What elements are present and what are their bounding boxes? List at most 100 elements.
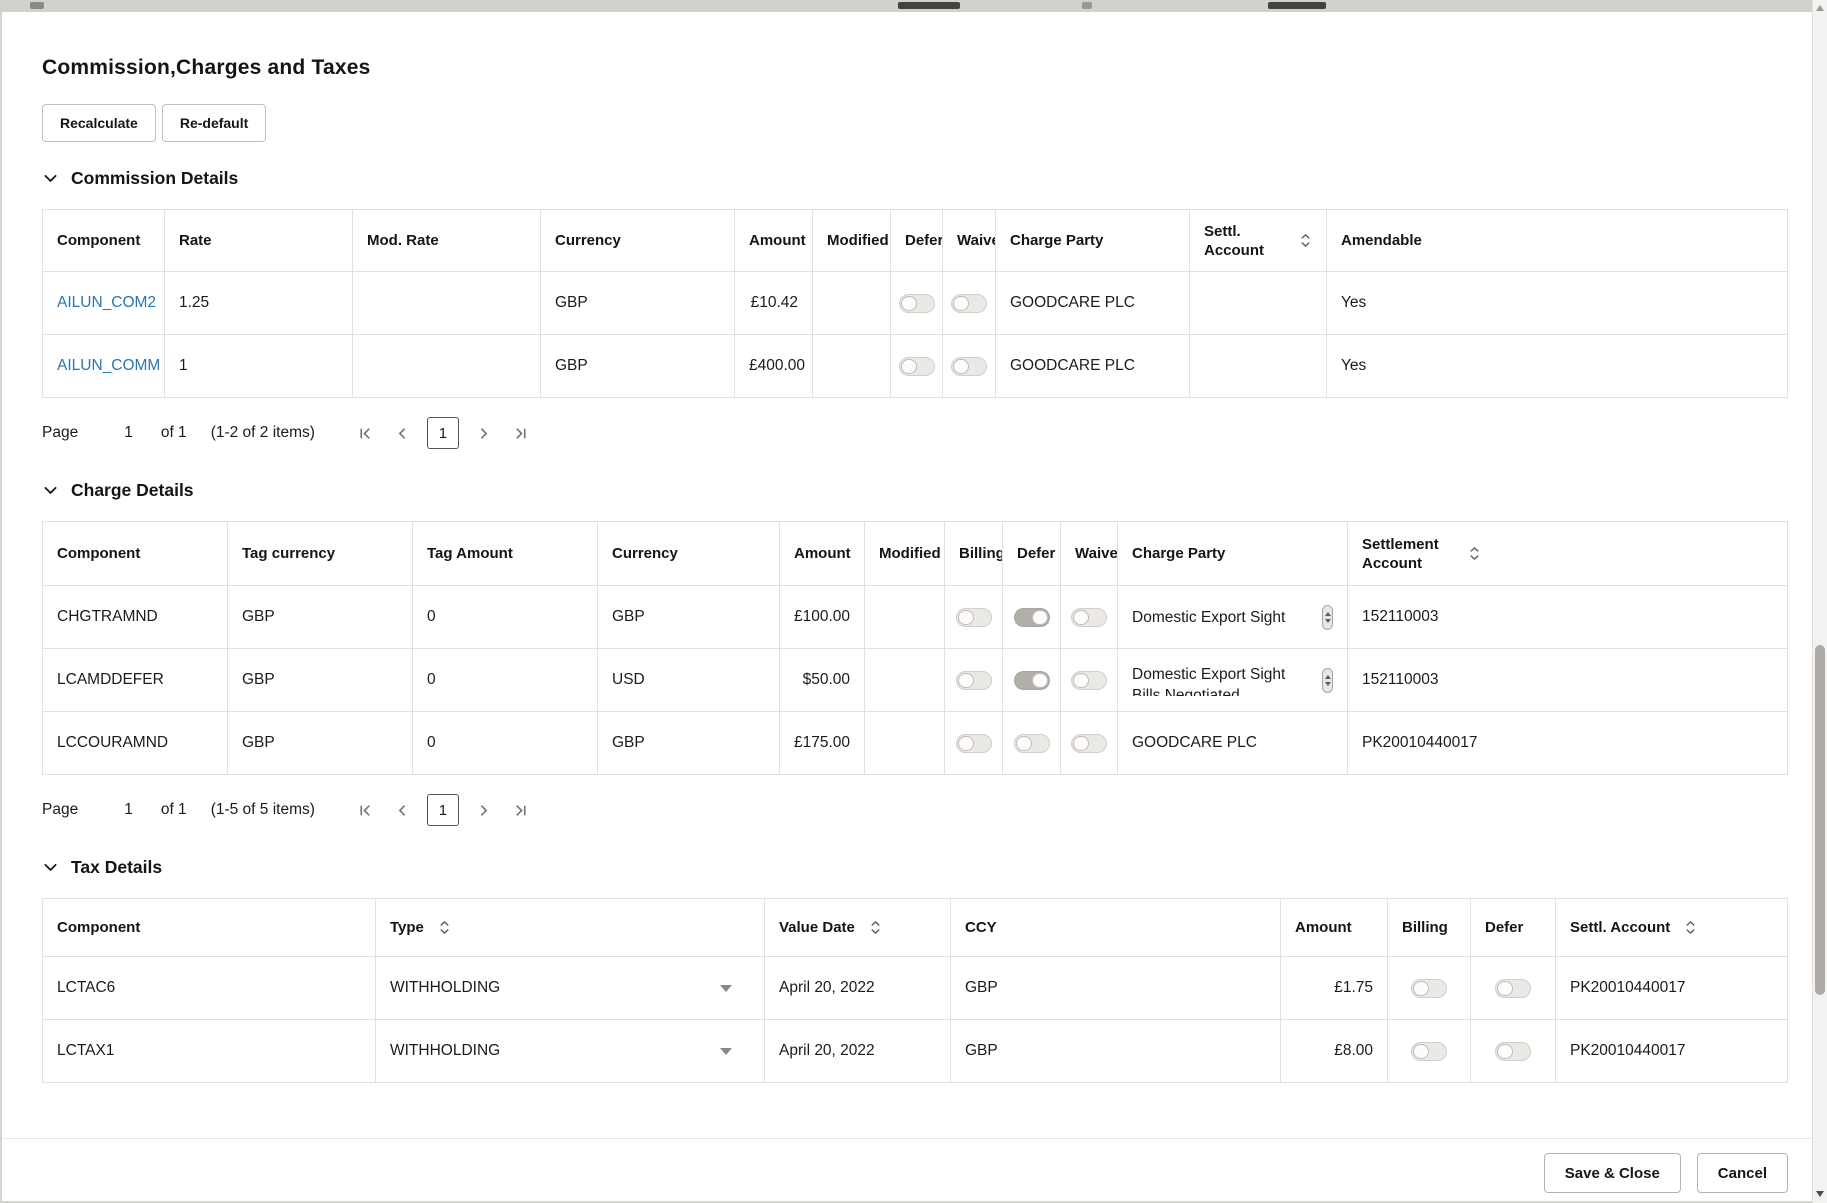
redefault-button[interactable]: Re-default bbox=[161, 104, 267, 142]
amount-cell: £1.75 bbox=[1280, 956, 1388, 1020]
modified-cell bbox=[864, 648, 945, 712]
last-page-button[interactable] bbox=[508, 421, 533, 446]
prev-page-button[interactable] bbox=[390, 421, 415, 446]
defer-toggle[interactable] bbox=[1495, 1041, 1531, 1061]
col-settlement-account[interactable]: Settlement Account bbox=[1347, 521, 1788, 586]
last-page-icon bbox=[516, 427, 526, 439]
defer-cell bbox=[1002, 711, 1061, 775]
table-row: LCTAX1 WITHHOLDING April 20, 2022 GBP £8… bbox=[42, 1019, 1788, 1083]
cancel-button[interactable]: Cancel bbox=[1696, 1153, 1788, 1193]
defer-toggle[interactable] bbox=[1013, 607, 1050, 627]
toggle-knob bbox=[953, 295, 969, 311]
col-currency: Currency bbox=[540, 209, 735, 272]
col-defer: Defer bbox=[890, 209, 943, 272]
chevron-down-icon bbox=[44, 863, 57, 871]
scroll-up-arrow-icon[interactable] bbox=[1816, 5, 1824, 11]
next-page-button[interactable] bbox=[471, 798, 496, 823]
background-remnant bbox=[1268, 2, 1326, 9]
billing-cell bbox=[944, 648, 1003, 712]
page-title: Commission,Charges and Taxes bbox=[42, 56, 371, 79]
prev-page-button[interactable] bbox=[390, 798, 415, 823]
current-page-button[interactable]: 1 bbox=[426, 794, 459, 826]
first-page-button[interactable] bbox=[353, 421, 378, 446]
waive-toggle[interactable] bbox=[1071, 733, 1107, 753]
tax-header-row: Component Type Value Date CCY Amount Bil… bbox=[42, 898, 1788, 957]
last-page-icon bbox=[516, 804, 526, 816]
col-type[interactable]: Type bbox=[375, 898, 765, 957]
ccy-cell: GBP bbox=[950, 956, 1281, 1020]
recalculate-button[interactable]: Recalculate bbox=[42, 104, 156, 142]
settl-account-cell bbox=[1189, 271, 1327, 335]
ccy-cell: GBP bbox=[950, 1019, 1281, 1083]
component-link[interactable]: AILUN_COMM bbox=[57, 357, 161, 374]
col-settl-account[interactable]: Settl. Account bbox=[1555, 898, 1788, 957]
col-settl-account-label: Settl. Account bbox=[1570, 919, 1671, 936]
billing-toggle[interactable] bbox=[955, 670, 992, 690]
billing-toggle[interactable] bbox=[1411, 978, 1447, 998]
defer-toggle[interactable] bbox=[1013, 733, 1050, 753]
component-cell: LCCOURAMND bbox=[42, 711, 228, 775]
col-component: Component bbox=[42, 521, 228, 586]
charge-party-combo[interactable]: Domestic Export Sight Bills Negotiated bbox=[1132, 664, 1333, 696]
charge-party-combo[interactable]: Domestic Export Sight bbox=[1132, 604, 1333, 630]
page-items: (1-2 of 2 items) bbox=[210, 424, 315, 441]
toggle-knob bbox=[1413, 1043, 1429, 1059]
toggle-knob bbox=[900, 295, 917, 311]
col-settlement-account-label: Settlement Account bbox=[1362, 535, 1439, 572]
billing-toggle[interactable] bbox=[1411, 1041, 1447, 1061]
section-title: Charge Details bbox=[71, 480, 194, 500]
sort-icon bbox=[1470, 546, 1479, 561]
modified-cell bbox=[864, 711, 945, 775]
amount-cell: $50.00 bbox=[779, 648, 865, 712]
billing-toggle[interactable] bbox=[955, 733, 992, 753]
component-link[interactable]: AILUN_COM2 bbox=[57, 294, 157, 311]
component-cell: LCAMDDEFER bbox=[42, 648, 228, 712]
settlement-account-cell: 152110003 bbox=[1347, 585, 1788, 649]
defer-toggle[interactable] bbox=[1013, 670, 1050, 690]
toggle-knob bbox=[1413, 980, 1429, 996]
type-dropdown[interactable]: WITHHOLDING bbox=[390, 1042, 750, 1060]
page-number: 1 bbox=[124, 424, 133, 441]
billing-toggle[interactable] bbox=[955, 607, 992, 627]
background-remnant bbox=[898, 2, 960, 9]
modified-cell bbox=[864, 585, 945, 649]
vertical-scrollbar[interactable] bbox=[1812, 0, 1827, 1203]
defer-cell bbox=[1002, 585, 1061, 649]
current-page-button[interactable]: 1 bbox=[426, 417, 459, 449]
col-rate: Rate bbox=[164, 209, 353, 272]
waive-toggle[interactable] bbox=[951, 293, 987, 313]
waive-toggle[interactable] bbox=[1071, 607, 1107, 627]
commission-pagination: Page 1 of 1 (1-2 of 2 items) 1 bbox=[42, 414, 1814, 452]
next-page-button[interactable] bbox=[471, 421, 496, 446]
value-date-cell: April 20, 2022 bbox=[764, 1019, 951, 1083]
defer-toggle[interactable] bbox=[898, 356, 935, 376]
amount-cell: £175.00 bbox=[779, 711, 865, 775]
waive-toggle[interactable] bbox=[951, 356, 987, 376]
background-page-strip bbox=[0, 0, 1827, 12]
scrollbar-thumb[interactable] bbox=[1815, 645, 1825, 995]
first-page-button[interactable] bbox=[353, 798, 378, 823]
last-page-button[interactable] bbox=[508, 798, 533, 823]
scroll-down-arrow-icon[interactable] bbox=[1816, 1191, 1824, 1197]
waive-toggle[interactable] bbox=[1071, 670, 1107, 690]
col-modified: Modified bbox=[864, 521, 945, 586]
save-close-button[interactable]: Save & Close bbox=[1543, 1153, 1681, 1193]
rate-cell: 1 bbox=[164, 334, 353, 398]
commission-details-header[interactable]: Commission Details bbox=[42, 168, 1814, 189]
col-settl-account[interactable]: Settl. Account bbox=[1189, 209, 1327, 272]
table-row: LCAMDDEFER GBP 0 USD $50.00 Domestic Exp… bbox=[42, 648, 1788, 712]
charge-details-header[interactable]: Charge Details bbox=[42, 480, 1814, 501]
settl-account-cell: PK20010440017 bbox=[1555, 1019, 1788, 1083]
type-dropdown[interactable]: WITHHOLDING bbox=[390, 979, 750, 997]
tax-details-header[interactable]: Tax Details bbox=[42, 857, 1814, 878]
charge-header-row: Component Tag currency Tag Amount Curren… bbox=[42, 521, 1788, 586]
settl-account-cell: PK20010440017 bbox=[1555, 956, 1788, 1020]
defer-toggle[interactable] bbox=[1495, 978, 1531, 998]
table-row: LCCOURAMND GBP 0 GBP £175.00 GOODCARE PL… bbox=[42, 711, 1788, 775]
col-amendable: Amendable bbox=[1326, 209, 1788, 272]
toggle-knob bbox=[1015, 735, 1032, 751]
tag-amount-cell: 0 bbox=[412, 711, 598, 775]
col-charge-party: Charge Party bbox=[995, 209, 1190, 272]
col-value-date[interactable]: Value Date bbox=[764, 898, 951, 957]
defer-toggle[interactable] bbox=[898, 293, 935, 313]
